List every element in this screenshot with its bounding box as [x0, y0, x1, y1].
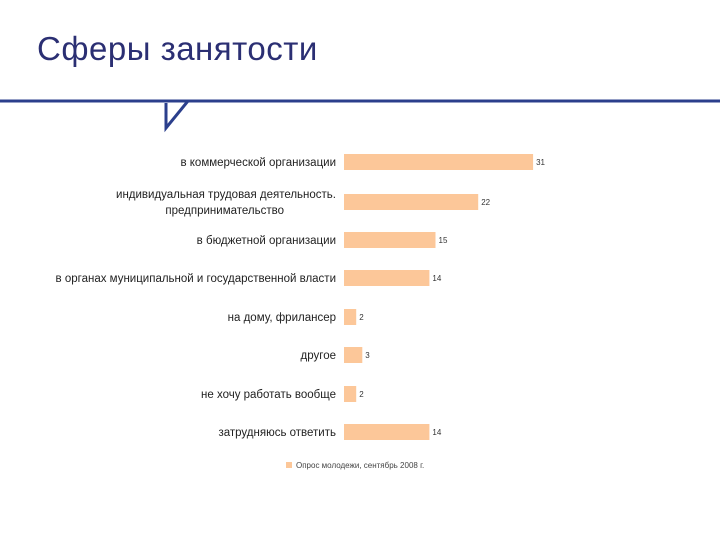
legend-swatch [286, 462, 292, 468]
category-label: другое [301, 350, 336, 362]
bar [344, 347, 363, 363]
category-label-line: предпринимательство [165, 205, 284, 217]
bar [344, 232, 436, 248]
bar [344, 154, 534, 170]
category-label: в бюджетной организации [197, 235, 336, 247]
value-label: 22 [481, 198, 490, 207]
bar [344, 194, 479, 210]
legend-label: Опрос молодежи, сентябрь 2008 г. [296, 461, 424, 470]
value-label: 2 [359, 390, 364, 399]
category-label-line: на дому, фрилансер [228, 312, 336, 324]
category-label: на дому, фрилансер [228, 312, 336, 324]
category-label: не хочу работать вообще [201, 389, 336, 401]
bar [344, 309, 357, 325]
slide-title: Сферы занятости [37, 30, 318, 67]
category-label-line: не хочу работать вообще [201, 389, 336, 401]
category-label-line: индивидуальная трудовая деятельность. [116, 189, 336, 201]
category-label: индивидуальная трудовая деятельность. пре… [116, 189, 336, 217]
category-label: в коммерческой организации [180, 157, 336, 169]
value-label: 14 [432, 274, 441, 283]
category-label: затрудняюсь ответить [218, 427, 336, 439]
bar [344, 386, 357, 402]
category-label-line: в органах муниципальной и государственно… [56, 273, 336, 285]
legend: Опрос молодежи, сентябрь 2008 г. [286, 461, 424, 470]
bar [344, 424, 430, 440]
category-label-line: затрудняюсь ответить [218, 427, 336, 439]
category-labels: в коммерческой организации индивидуальная… [56, 157, 336, 439]
bar [344, 270, 430, 286]
value-label: 3 [365, 351, 370, 360]
value-labels: 31 22 15 14 2 3 2 14 [359, 158, 545, 437]
divider-line [0, 99, 720, 133]
category-label: в органах муниципальной и государственно… [56, 273, 336, 285]
value-label: 2 [359, 313, 364, 322]
value-label: 14 [432, 428, 441, 437]
bars [344, 154, 534, 440]
category-label-line: в бюджетной организации [197, 235, 336, 247]
value-label: 31 [536, 158, 545, 167]
category-label-line: в коммерческой организации [180, 157, 336, 169]
category-label-line: другое [301, 350, 336, 362]
value-label: 15 [439, 236, 448, 245]
